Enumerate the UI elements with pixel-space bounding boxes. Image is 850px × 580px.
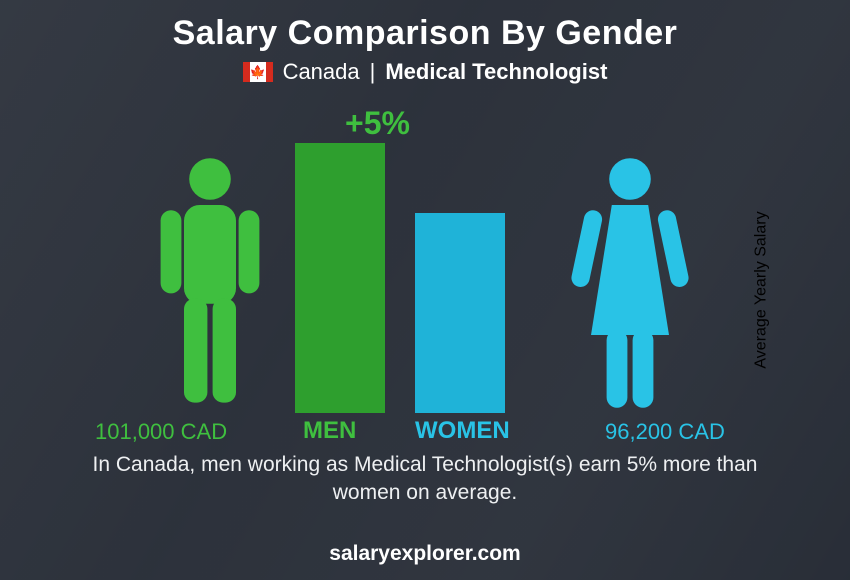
job-title: Medical Technologist (385, 59, 607, 85)
source-label: salaryexplorer.com (0, 542, 850, 566)
women-label: WOMEN (415, 417, 510, 445)
men-salary: 101,000 CAD (95, 419, 227, 445)
men-label: MEN (303, 417, 356, 445)
subtitle-row: 🍁 Canada | Medical Technologist (0, 59, 850, 85)
canada-flag-icon: 🍁 (243, 62, 273, 82)
page-title: Salary Comparison By Gender (0, 0, 850, 53)
separator: | (370, 59, 376, 85)
y-axis-label: Average Yearly Salary (752, 211, 770, 368)
caption-text: In Canada, men working as Medical Techno… (0, 451, 850, 508)
chart-area: +5% (65, 105, 785, 445)
women-salary: 96,200 CAD (605, 419, 725, 445)
female-figure-icon (565, 153, 695, 413)
male-figure-icon (145, 153, 275, 413)
country-label: Canada (283, 59, 360, 85)
bar-men (295, 143, 385, 413)
bar-women (415, 213, 505, 413)
percent-diff-label: +5% (345, 105, 410, 142)
